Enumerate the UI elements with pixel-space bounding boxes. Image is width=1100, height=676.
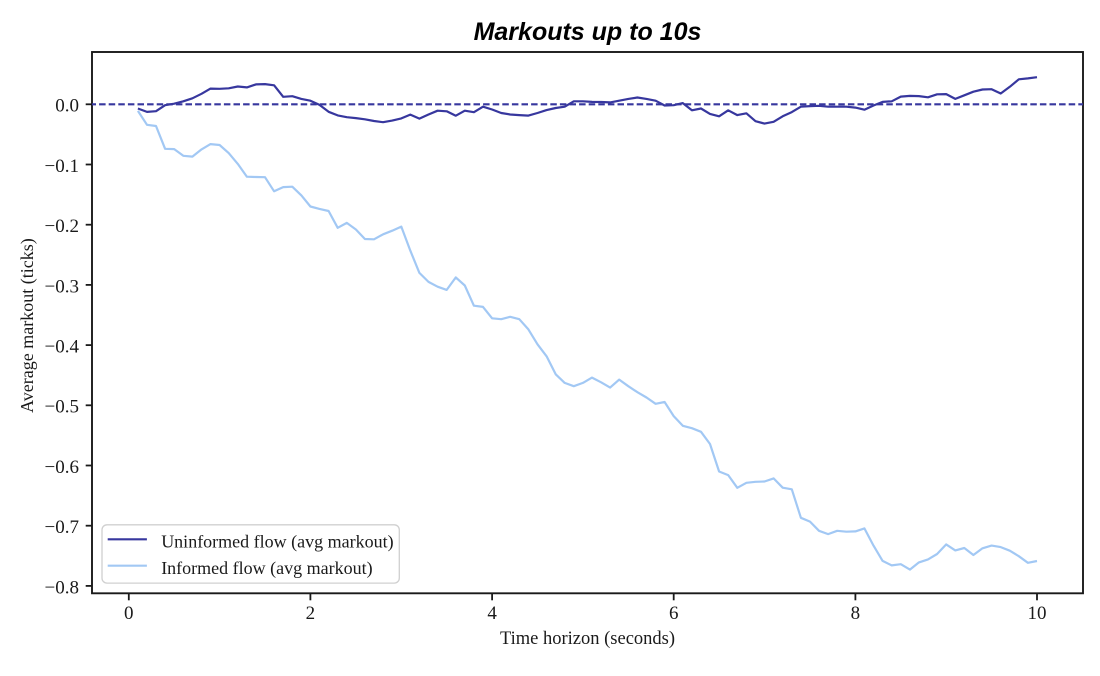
svg-text:−0.1: −0.1 bbox=[45, 156, 79, 177]
svg-text:0: 0 bbox=[124, 603, 134, 624]
svg-text:4: 4 bbox=[487, 603, 497, 624]
svg-text:−0.8: −0.8 bbox=[45, 577, 79, 598]
svg-text:2: 2 bbox=[306, 603, 316, 624]
svg-text:−0.7: −0.7 bbox=[45, 517, 79, 538]
svg-text:−0.6: −0.6 bbox=[45, 457, 79, 478]
svg-text:Average markout (ticks): Average markout (ticks) bbox=[17, 238, 38, 413]
svg-text:6: 6 bbox=[669, 603, 679, 624]
svg-text:Time horizon (seconds): Time horizon (seconds) bbox=[500, 629, 675, 649]
svg-text:0.0: 0.0 bbox=[55, 96, 79, 117]
svg-text:−0.5: −0.5 bbox=[45, 397, 79, 418]
svg-text:−0.3: −0.3 bbox=[45, 276, 79, 297]
svg-text:Markouts up to 10s: Markouts up to 10s bbox=[474, 18, 702, 46]
svg-text:Informed flow (avg markout): Informed flow (avg markout) bbox=[161, 558, 372, 579]
svg-text:−0.4: −0.4 bbox=[45, 337, 80, 358]
svg-text:Uninformed flow (avg markout): Uninformed flow (avg markout) bbox=[161, 531, 393, 552]
svg-text:8: 8 bbox=[851, 603, 861, 624]
svg-text:10: 10 bbox=[1028, 603, 1047, 624]
svg-text:−0.2: −0.2 bbox=[45, 216, 79, 237]
